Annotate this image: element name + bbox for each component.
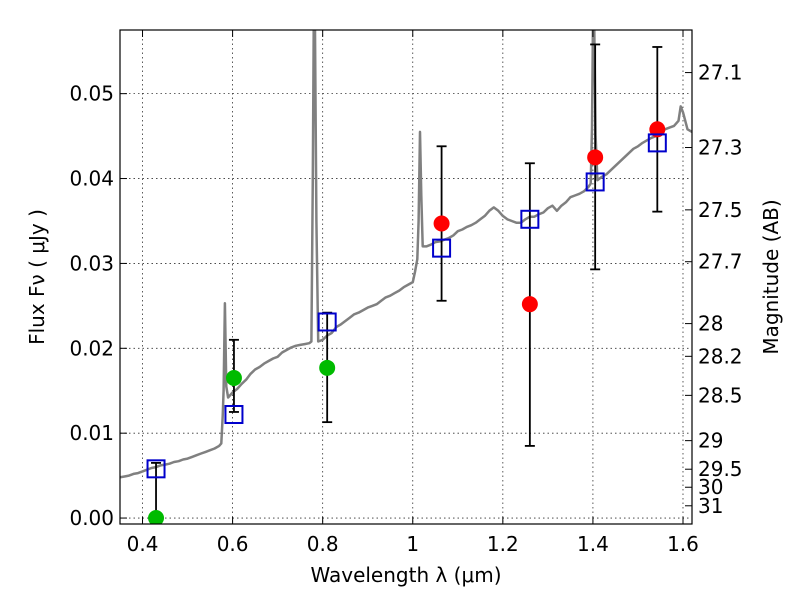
right-tick-label: 28.5 (698, 383, 743, 407)
spectrum-line (120, 30, 692, 479)
model-points (146, 133, 667, 479)
observed-points (148, 121, 666, 524)
observed-point (225, 370, 242, 387)
right-tick-label: 27.7 (698, 250, 743, 274)
x-tick-label: 0.4 (127, 532, 159, 556)
observed-point (319, 359, 336, 376)
model-point (146, 459, 166, 479)
right-tick-label: 29.5 (698, 457, 743, 481)
observed-point (148, 510, 165, 524)
y-axis-ticks: 0.00 0.01 0.02 0.03 0.04 0.05 (69, 82, 127, 530)
plot-frame (119, 29, 693, 525)
y-tick-label: 0.03 (69, 251, 114, 275)
observed-point (433, 215, 450, 232)
right-tick-label: 27.1 (698, 61, 743, 85)
x-tick-label: 0.6 (217, 532, 249, 556)
grid (120, 30, 692, 524)
observed-point (587, 149, 604, 166)
observed-point (521, 296, 538, 313)
y-tick-label: 0.04 (69, 167, 114, 191)
right-axis-title: Magnitude (AB) (759, 199, 783, 354)
right-tick-label: 27.5 (698, 198, 743, 222)
right-tick-label: 27.3 (698, 136, 743, 160)
model-point (585, 172, 605, 192)
y-tick-label: 0.00 (69, 506, 114, 530)
x-tick-label: 0.8 (307, 532, 339, 556)
right-tick-label: 30 (698, 475, 723, 499)
model-point (224, 405, 244, 425)
model-point (432, 238, 452, 258)
model-point (520, 209, 540, 229)
x-axis-ticks: 0.4 0.6 0.8 1 1.2 1.4 1.6 (127, 30, 699, 556)
model-point (317, 312, 337, 332)
x-tick-label: 1.6 (667, 532, 699, 556)
x-tick-label: 1.2 (487, 532, 519, 556)
error-bars (151, 43, 663, 519)
x-axis-title: Wavelength λ (μm) (310, 563, 501, 587)
x-tick-label: 1 (406, 532, 419, 556)
y-tick-label: 0.02 (69, 336, 114, 360)
right-tick-label: 29 (698, 429, 723, 453)
model-point (647, 133, 667, 153)
y-tick-label: 0.01 (69, 421, 114, 445)
y-axis-title: Flux Fν ( μJy ) (25, 209, 49, 345)
right-tick-label: 28.2 (698, 344, 743, 368)
right-tick-label: 28 (698, 312, 723, 336)
x-tick-label: 1.4 (577, 532, 609, 556)
y-tick-label: 0.05 (69, 82, 114, 106)
right-tick-label: 31 (698, 494, 723, 518)
observed-point (649, 121, 666, 138)
